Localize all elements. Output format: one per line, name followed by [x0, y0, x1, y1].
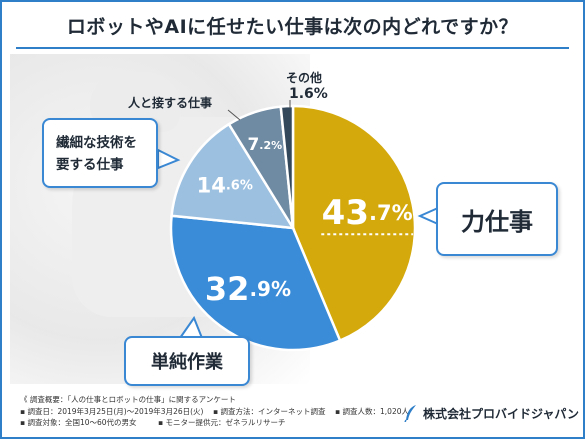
- callout-simple-pointer: [178, 315, 204, 339]
- callout-skill: 繊細な技術を 要する仕事: [42, 118, 158, 188]
- survey-provider: ▪ モニター提供元：ゼネラルリサーチ: [158, 418, 286, 427]
- survey-note-row-2: ▪ 調査日：2019年3月25日(月)～2019年3月26日(火) ▪ 調査方法…: [20, 406, 409, 418]
- company-logo: 株式会社プロバイドジャパン: [404, 404, 579, 422]
- feather-pen-icon: [404, 405, 416, 422]
- callout-simple-label: 単純作業: [151, 352, 223, 373]
- company-name: 株式会社プロバイドジャパン: [423, 406, 580, 421]
- value-label-skill: 14.6%: [197, 173, 253, 197]
- survey-method: ▪ 調査方法：インターネット調査: [213, 406, 326, 416]
- page-title: ロボットやAIに任せたい仕事は次の内どれですか？: [66, 15, 519, 38]
- survey-count: ▪ 調査人数：1,020人: [335, 406, 409, 416]
- callout-simple: 単純作業: [124, 336, 250, 386]
- pie-slice-skill: [170, 122, 296, 230]
- pie-slice-simple: [169, 214, 342, 352]
- callout-skill-line1: 繊細な技術を: [56, 135, 137, 151]
- leader-person: [227, 109, 241, 121]
- survey-notes: 《 調査概要：「人の仕事とロボットの仕事」に関するアンケート ▪ 調査日：201…: [20, 394, 409, 429]
- survey-target: ▪ 調査対象：全国10～60代の男女: [20, 418, 137, 427]
- pie-slice-other: [279, 104, 295, 229]
- survey-date: ▪ 調査日：2019年3月25日(月)～2019年3月26日(火): [20, 406, 204, 416]
- value-label-person: 7.2%: [247, 135, 282, 155]
- survey-note-title: 《 調査概要：「人の仕事とロボットの仕事」に関するアンケート: [20, 395, 236, 404]
- value-label-power: 43.7%: [322, 193, 413, 233]
- label-other-name: その他: [286, 71, 323, 85]
- value-label-simple: 32.9%: [205, 270, 291, 308]
- callout-power: 力仕事: [436, 182, 558, 256]
- survey-note-row-3: ▪ 調査対象：全国10～60代の男女 ▪ モニター提供元：ゼネラルリサーチ: [20, 417, 409, 429]
- label-person: 人と接する仕事: [128, 96, 213, 110]
- title-underline: [16, 47, 569, 49]
- pie-slice-power: [291, 104, 417, 343]
- callout-skill-pointer: [157, 148, 181, 170]
- label-other-value: 1.6%: [289, 86, 328, 102]
- callout-power-label: 力仕事: [461, 207, 533, 236]
- callout-skill-line2: 要する仕事: [56, 157, 124, 173]
